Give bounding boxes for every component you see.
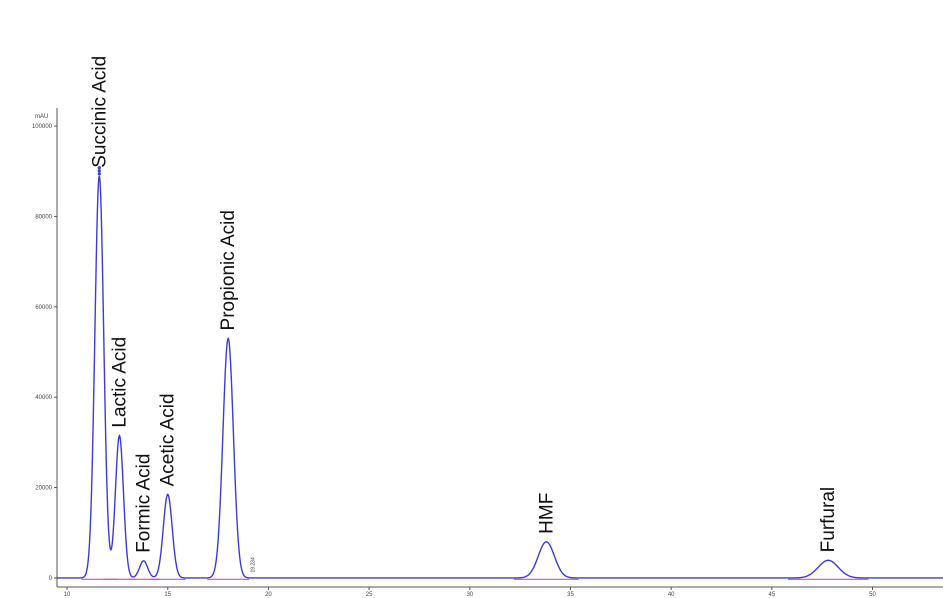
peak-label: Formic Acid [134,454,155,553]
y-tick-label: 40000 [35,395,52,401]
peak-label: Lactic Acid [109,337,130,428]
peak-label: Propionic Acid [218,210,239,330]
y-tick-label: 20000 [35,486,52,492]
x-tick-label: 30 [466,592,473,598]
peak-label: Acetic Acid [158,393,179,486]
peak-apex-marker [97,169,101,173]
x-tick-label: 20 [265,592,272,598]
y-tick-label: 100000 [32,124,53,130]
peak-label: Succinic Acid [89,56,110,168]
x-tick-label: 10 [64,592,71,598]
y-tick-label: 80000 [35,214,52,220]
x-tick-label: 25 [366,592,373,598]
x-tick-label: 40 [668,592,675,598]
x-tick-label: 45 [768,592,775,598]
y-axis-unit: mAU [35,114,48,120]
x-tick-label: 35 [567,592,574,598]
peak-apex-marker [97,172,101,176]
peak-label: HMF [536,493,557,534]
x-tick-label: 15 [164,592,171,598]
signal-trace [57,175,943,579]
peak-label: Furfural [818,487,839,552]
peak-apex-marker [97,166,101,170]
annotation-label: 19.234 [250,557,256,573]
y-tick-label: 0 [49,576,53,582]
x-tick-label: 50 [869,592,876,598]
y-tick-label: 60000 [35,305,52,311]
